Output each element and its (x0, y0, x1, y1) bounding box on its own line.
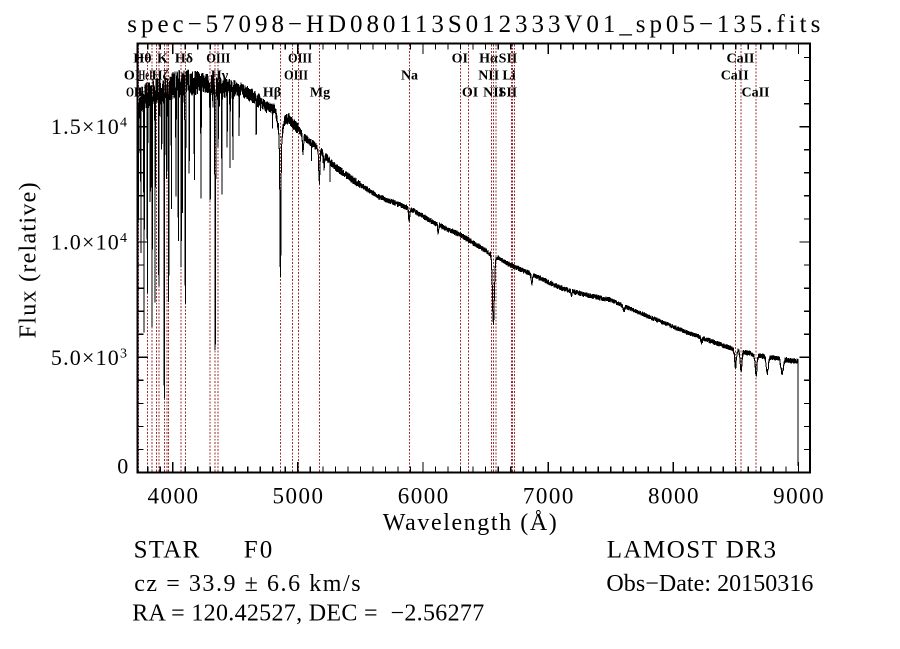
svg-text:Wavelength (Å): Wavelength (Å) (383, 510, 557, 536)
svg-text:OIII: OIII (206, 51, 230, 66)
svg-text:NII: NII (483, 86, 504, 101)
svg-text:OIII: OIII (284, 68, 308, 83)
svg-text:OI: OI (452, 51, 468, 66)
svg-text:5.0×103: 5.0×103 (51, 345, 128, 370)
svg-text:Flux (relative): Flux (relative) (16, 182, 42, 338)
svg-text:CaII: CaII (727, 51, 755, 66)
svg-text:6000: 6000 (398, 483, 449, 508)
svg-text:SII: SII (499, 51, 518, 66)
svg-text:Na: Na (401, 68, 418, 83)
svg-text:CaII: CaII (721, 68, 749, 83)
svg-text:4000: 4000 (147, 483, 198, 508)
svg-text:cz = 33.9 ± 6.6 km/s: cz = 33.9 ± 6.6 km/s (134, 571, 360, 597)
svg-text:RA = 120.42527, DEC = −2.5627: RA = 120.42527, DEC = −2.56277 (132, 600, 484, 626)
svg-text:Hθ: Hθ (133, 51, 151, 66)
svg-text:OI: OI (124, 68, 140, 83)
svg-text:0: 0 (117, 454, 128, 479)
svg-text:9000: 9000 (773, 483, 824, 508)
svg-text:7000: 7000 (523, 483, 574, 508)
svg-text:HeI: HeI (139, 68, 153, 83)
svg-text:STAR: STAR (134, 536, 200, 563)
svg-text:Obs−Date: 20150316: Obs−Date: 20150316 (606, 571, 813, 597)
svg-text:Hα: Hα (479, 51, 498, 66)
svg-text:Hβ: Hβ (263, 86, 281, 101)
svg-text:Mg: Mg (310, 86, 330, 101)
svg-text:5000: 5000 (273, 483, 324, 508)
svg-text:1.5×104: 1.5×104 (51, 114, 128, 139)
svg-text:OI: OI (462, 86, 478, 101)
svg-text:8000: 8000 (648, 483, 699, 508)
svg-text:NII: NII (478, 68, 499, 83)
svg-text:OIII: OIII (288, 51, 312, 66)
svg-text:CaII: CaII (742, 86, 770, 101)
svg-text:1.0×104: 1.0×104 (51, 230, 128, 255)
svg-text:spec−57098−HD080113S012333V01_: spec−57098−HD080113S012333V01_sp05−135.f… (127, 11, 820, 38)
svg-text:K: K (157, 51, 168, 66)
svg-text:Hδ: Hδ (175, 51, 193, 66)
svg-text:SII: SII (499, 86, 518, 101)
svg-text:LAMOST DR3: LAMOST DR3 (607, 536, 776, 563)
svg-text:Li: Li (502, 68, 515, 83)
